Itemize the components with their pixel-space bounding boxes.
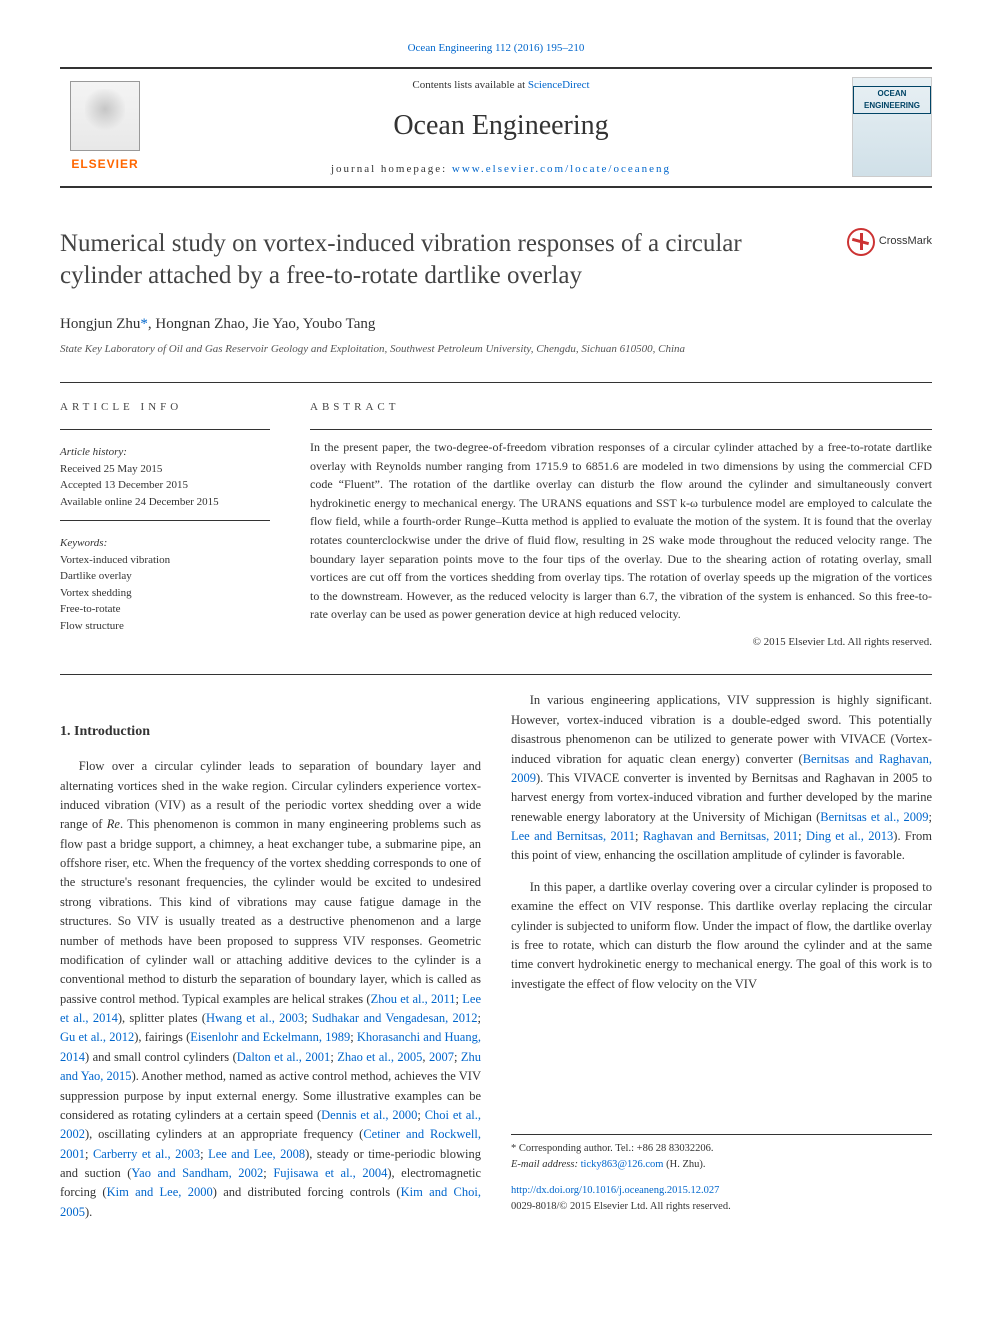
- corr-footnote: * Corresponding author. Tel.: +86 28 830…: [511, 1141, 932, 1157]
- footnote-block: * Corresponding author. Tel.: +86 28 830…: [511, 1134, 932, 1173]
- body-columns: 1. Introduction Flow over a circular cyl…: [60, 691, 932, 1224]
- article-title: Numerical study on vortex-induced vibrat…: [60, 228, 847, 293]
- article-info-heading: ARTICLE INFO: [60, 399, 270, 416]
- journal-cover-title: OCEAN ENGINEERING: [853, 86, 931, 114]
- title-row: Numerical study on vortex-induced vibrat…: [60, 228, 932, 293]
- ref-link[interactable]: Zhou et al., 2011: [371, 992, 456, 1006]
- ref-link[interactable]: Eisenlohr and Eckelmann, 1989: [190, 1030, 350, 1044]
- corresponding-mark[interactable]: *: [140, 316, 148, 332]
- email-link[interactable]: ticky863@126.com: [581, 1159, 664, 1170]
- contents-prefix: Contents lists available at: [412, 79, 527, 91]
- sciencedirect-link[interactable]: ScienceDirect: [528, 79, 590, 91]
- ref-link[interactable]: Carberry et al., 2003: [93, 1147, 200, 1161]
- intro-para-1: Flow over a circular cylinder leads to s…: [60, 757, 481, 1222]
- crossmark-label: CrossMark: [879, 233, 932, 250]
- crossmark-icon: [847, 228, 875, 256]
- homepage-line: journal homepage: www.elsevier.com/locat…: [150, 161, 852, 178]
- abstract-text: In the present paper, the two-degree-of-…: [310, 438, 932, 624]
- section-1-heading: 1. Introduction: [60, 721, 481, 743]
- history-label: Article history:: [60, 444, 270, 461]
- received-line: Received 25 May 2015: [60, 461, 270, 478]
- journal-cover-thumb[interactable]: OCEAN ENGINEERING: [852, 77, 932, 177]
- authors-rest: , Hongnan Zhao, Jie Yao, Youbo Tang: [148, 316, 375, 332]
- email-suffix: (H. Zhu).: [663, 1159, 705, 1170]
- ref-link[interactable]: Ding et al., 2013: [806, 829, 893, 843]
- ref-link[interactable]: 2007: [429, 1050, 454, 1064]
- doi-link[interactable]: http://dx.doi.org/10.1016/j.oceaneng.201…: [511, 1185, 719, 1196]
- ref-link[interactable]: Hwang et al., 2003: [206, 1011, 304, 1025]
- abstract-col: ABSTRACT In the present paper, the two-d…: [310, 399, 932, 651]
- online-line: Available online 24 December 2015: [60, 494, 270, 511]
- ref-link[interactable]: Lee and Bernitsas, 2011: [511, 829, 635, 843]
- affiliation: State Key Laboratory of Oil and Gas Rese…: [60, 341, 932, 358]
- issn-line: 0029-8018/© 2015 Elsevier Ltd. All right…: [511, 1201, 731, 1212]
- abstract-copyright: © 2015 Elsevier Ltd. All rights reserved…: [310, 634, 932, 651]
- re-italic: Re: [107, 817, 120, 831]
- ref-link[interactable]: Yao and Sandham, 2002: [131, 1166, 263, 1180]
- keyword-item: Vortex shedding: [60, 585, 270, 602]
- elsevier-tree-icon: [70, 81, 140, 151]
- doi-block: http://dx.doi.org/10.1016/j.oceaneng.201…: [511, 1183, 932, 1216]
- ref-link[interactable]: Gu et al., 2012: [60, 1030, 134, 1044]
- authors-line: Hongjun Zhu*, Hongnan Zhao, Jie Yao, You…: [60, 313, 932, 336]
- article-info-col: ARTICLE INFO Article history: Received 2…: [60, 399, 270, 651]
- elsevier-label: ELSEVIER: [71, 155, 138, 173]
- accepted-line: Accepted 13 December 2015: [60, 477, 270, 494]
- email-label: E-mail address:: [511, 1159, 581, 1170]
- ref-link[interactable]: Dennis et al., 2000: [321, 1108, 417, 1122]
- crossmark-badge[interactable]: CrossMark: [847, 228, 932, 256]
- ref-link[interactable]: Lee and Lee, 2008: [208, 1147, 305, 1161]
- ref-link[interactable]: Bernitsas et al., 2009: [820, 810, 928, 824]
- keywords-block: Keywords: Vortex-induced vibration Dartl…: [60, 520, 270, 634]
- ref-link[interactable]: Dalton et al., 2001: [237, 1050, 331, 1064]
- author-1: Hongjun Zhu: [60, 316, 140, 332]
- ref-link[interactable]: Raghavan and Bernitsas, 2011: [643, 829, 798, 843]
- email-footnote: E-mail address: ticky863@126.com (H. Zhu…: [511, 1157, 932, 1173]
- divider-top: [60, 382, 932, 383]
- meta-abstract-row: ARTICLE INFO Article history: Received 2…: [60, 399, 932, 651]
- divider-bottom: [60, 674, 932, 675]
- abstract-heading: ABSTRACT: [310, 399, 932, 416]
- ref-link[interactable]: Fujisawa et al., 2004: [273, 1166, 387, 1180]
- top-citation-link[interactable]: Ocean Engineering 112 (2016) 195–210: [408, 42, 585, 54]
- contents-line: Contents lists available at ScienceDirec…: [150, 77, 852, 94]
- intro-para-2: In various engineering applications, VIV…: [511, 691, 932, 865]
- keyword-item: Flow structure: [60, 618, 270, 635]
- keywords-label: Keywords:: [60, 535, 270, 552]
- ref-link[interactable]: Kim and Lee, 2000: [107, 1185, 213, 1199]
- intro-para-3: In this paper, a dartlike overlay coveri…: [511, 878, 932, 994]
- journal-header: ELSEVIER Contents lists available at Sci…: [60, 67, 932, 188]
- keyword-item: Dartlike overlay: [60, 568, 270, 585]
- homepage-link[interactable]: www.elsevier.com/locate/oceaneng: [452, 163, 671, 175]
- homepage-prefix: journal homepage:: [331, 163, 452, 175]
- top-citation: Ocean Engineering 112 (2016) 195–210: [60, 40, 932, 57]
- keyword-item: Vortex-induced vibration: [60, 552, 270, 569]
- history-block: Article history: Received 25 May 2015 Ac…: [60, 429, 270, 510]
- journal-name: Ocean Engineering: [150, 105, 852, 147]
- ref-link[interactable]: Zhao et al., 2005: [337, 1050, 422, 1064]
- elsevier-logo[interactable]: ELSEVIER: [60, 77, 150, 177]
- keyword-item: Free-to-rotate: [60, 601, 270, 618]
- ref-link[interactable]: Sudhakar and Vengadesan, 2012: [312, 1011, 478, 1025]
- abstract-body: In the present paper, the two-degree-of-…: [310, 429, 932, 650]
- header-center: Contents lists available at ScienceDirec…: [150, 77, 852, 178]
